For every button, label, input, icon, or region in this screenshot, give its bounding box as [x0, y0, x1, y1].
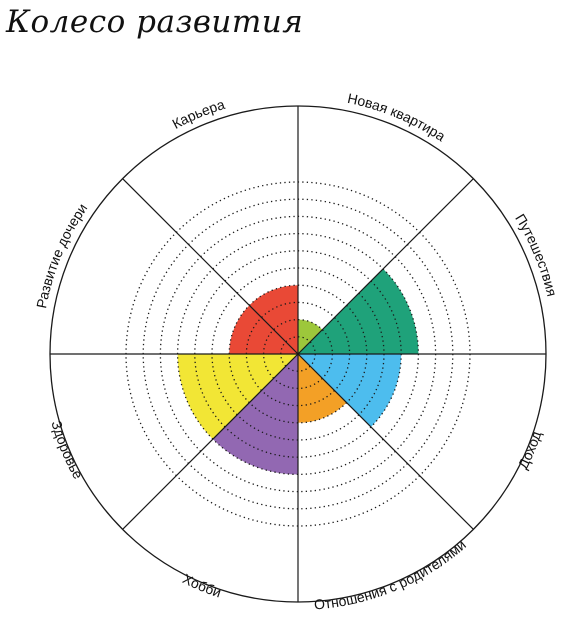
segment-fill	[298, 319, 323, 354]
segment-fill	[249, 285, 298, 354]
page-title: Колесо развития	[6, 4, 304, 40]
segment-fill	[177, 354, 298, 440]
segment-label: Хобби	[180, 570, 223, 600]
segment-divider	[297, 353, 474, 530]
segment-fill	[298, 268, 419, 354]
segment-divider	[122, 178, 299, 355]
segment-label: Здоровье	[48, 419, 86, 482]
segment-fill	[212, 354, 298, 475]
wheel-outline	[49, 105, 547, 603]
segment-label: Отношения с родителями	[313, 536, 469, 612]
segment-fill	[298, 354, 402, 427]
segment-label: Новая квартира	[346, 90, 449, 145]
segment-dividers	[50, 106, 546, 602]
segment-label: Развитие дочери	[33, 200, 90, 309]
segment-fill	[298, 354, 347, 423]
segment-fill	[229, 305, 298, 354]
filled-segments	[177, 268, 419, 475]
segment-divider	[297, 178, 474, 355]
segment-label: Доход	[515, 429, 545, 471]
segment-divider	[122, 353, 299, 530]
